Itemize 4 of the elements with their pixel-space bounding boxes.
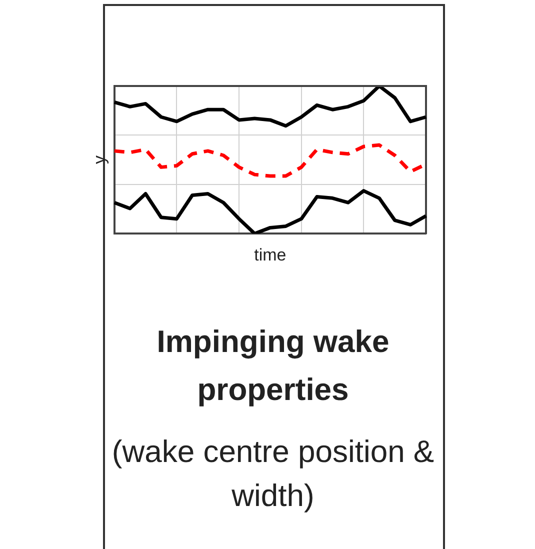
text: Impinging wake properties: [156, 323, 390, 409]
x-axis-title: time: [254, 245, 286, 264]
text: (wake centre position & width): [110, 433, 436, 515]
y-axis-title: y: [90, 155, 109, 164]
